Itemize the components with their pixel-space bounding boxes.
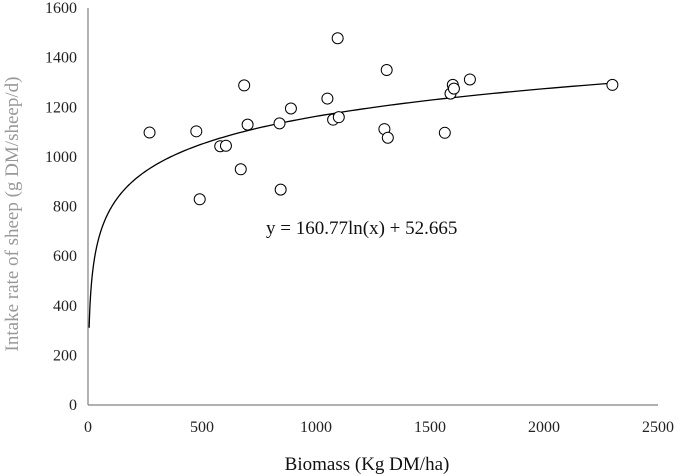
data-point xyxy=(463,73,476,86)
x-tick-label: 500 xyxy=(190,419,214,436)
data-point xyxy=(380,64,393,77)
x-tick-label: 1500 xyxy=(414,419,446,436)
x-tick-label: 2500 xyxy=(642,419,674,436)
y-axis-title: Intake rate of sheep (g DM/sheep/d) xyxy=(2,77,23,352)
y-tick-label: 1200 xyxy=(45,99,77,116)
y-tick-label: 0 xyxy=(69,397,77,414)
y-tick-label: 600 xyxy=(53,248,77,265)
data-point xyxy=(284,102,297,115)
trendline xyxy=(88,82,613,328)
y-tick-label: 1000 xyxy=(45,149,77,166)
y-tick-label: 400 xyxy=(53,298,77,315)
y-tick-label: 1400 xyxy=(45,50,77,67)
data-point xyxy=(238,79,251,92)
axes xyxy=(87,8,658,406)
data-point xyxy=(447,82,460,95)
y-tick-labels: 0 200 400 600 800 1000 1200 1400 1600 xyxy=(45,0,77,414)
y-tick-label: 1600 xyxy=(45,0,77,17)
data-point xyxy=(273,117,286,130)
data-point xyxy=(321,92,334,105)
data-point xyxy=(332,111,345,124)
x-tick-label: 2000 xyxy=(528,419,560,436)
data-point xyxy=(274,183,287,196)
y-tick-label: 800 xyxy=(53,199,77,216)
data-point xyxy=(234,163,247,176)
x-tick-labels: 0 500 1000 1500 2000 2500 xyxy=(84,419,674,436)
data-point xyxy=(193,193,206,206)
data-point xyxy=(219,139,232,152)
data-point xyxy=(438,126,451,139)
data-point xyxy=(331,32,344,45)
x-tick-label: 0 xyxy=(84,419,92,436)
data-point xyxy=(606,78,619,91)
data-point xyxy=(143,126,156,139)
trendline-equation: y = 160.77ln(x) + 52.665 xyxy=(266,218,457,239)
data-point xyxy=(241,118,254,131)
x-axis-title: Biomass (Kg DM/ha) xyxy=(285,454,450,475)
annotations: y = 160.77ln(x) + 52.665 xyxy=(266,218,457,239)
data-points xyxy=(143,32,619,206)
data-point xyxy=(381,131,394,144)
y-tick-label: 200 xyxy=(53,347,77,364)
x-tick-label: 1000 xyxy=(300,419,332,436)
data-point xyxy=(190,125,203,138)
